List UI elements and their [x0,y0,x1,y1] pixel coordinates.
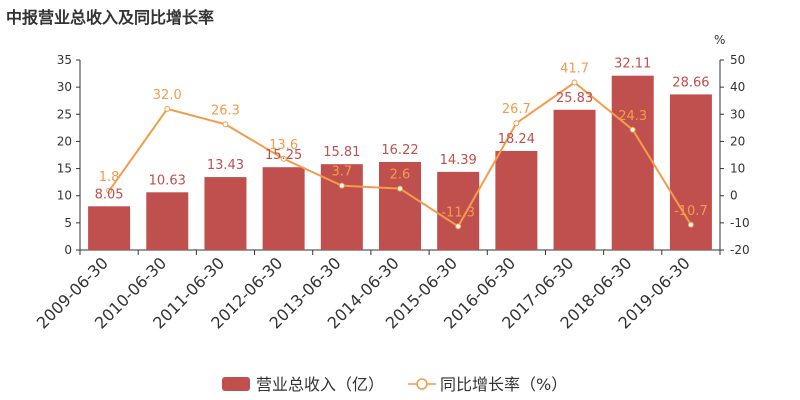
data-labels: 8.05 10.63 13.43 15.25 15.81 16.22 14.39 18.24 2… [95,57,710,221]
bar [88,206,131,250]
growth-point [338,182,345,189]
growth-point [280,155,287,162]
growth-point [106,187,113,194]
bar [437,171,480,250]
growth-value-label: 2.6 [390,168,411,183]
bar [379,161,421,250]
right-tick-label: 0 [730,189,738,203]
bar [495,150,538,250]
bar-value-label: 8.05 [95,187,124,202]
left-tick-label: 30 [57,80,72,94]
growth-value-label: 26.3 [211,103,240,118]
right-tick-label: 40 [730,80,745,94]
growth-value-label: 26.7 [502,102,531,117]
growth-point [571,79,578,86]
growth-point [629,126,636,133]
legend-bar-swatch [222,377,250,391]
left-tick-label: 0 [64,243,72,257]
chart-title: 中报营业总收入及同比增长率 [6,8,215,27]
line-series [106,79,694,230]
growth-value-label: -11.3 [441,205,475,220]
bar-value-label: 18.24 [498,132,535,147]
left-tick-label: 35 [57,53,72,67]
bar-value-label: 28.66 [672,75,709,90]
legend-line-marker [416,378,428,390]
growth-value-label: -10.7 [674,204,708,219]
bar [146,192,189,250]
growth-point [513,120,520,127]
growth-point [222,121,229,128]
left-tick-label: 20 [57,134,72,148]
left-tick-label: 15 [57,162,72,176]
bar [262,167,305,250]
legend-bar-label: 营业总收入（亿） [256,375,384,394]
growth-point [397,185,403,192]
growth-value-label: 13.6 [269,138,298,153]
growth-point [455,223,462,230]
growth-value-label: 3.7 [331,165,352,180]
right-tick-label: 50 [730,53,745,67]
bar-value-label: 15.81 [323,145,360,160]
bar-value-label: 25.83 [556,91,593,106]
right-tick-label: -20 [730,243,750,257]
left-tick-label: 10 [57,189,72,203]
legend: 营业总收入（亿） 同比增长率（%） [222,375,567,394]
growth-point [164,105,171,112]
growth-point [687,221,694,228]
bar-value-label: 13.43 [207,158,244,173]
right-tick-label: 20 [730,134,745,148]
bar-value-label: 32.11 [614,57,651,72]
bar [204,177,247,250]
growth-value-label: 24.3 [618,109,647,124]
bar-value-label: 16.22 [381,143,418,158]
legend-line-label: 同比增长率（%） [440,375,567,394]
left-tick-label: 5 [64,216,72,230]
bar-value-label: 15.25 [265,148,302,163]
bar-value-label: 14.39 [440,153,477,168]
right-tick-label: 10 [730,162,745,176]
bar [553,109,596,250]
growth-value-label: 1.8 [99,170,120,185]
growth-value-label: 41.7 [560,62,589,77]
bar-value-label: 10.63 [149,173,186,188]
left-tick-label: 25 [57,107,72,121]
bar [611,75,654,250]
right-axis-unit: % [714,33,725,47]
right-tick-label: -10 [730,216,750,230]
right-tick-label: 30 [730,107,745,121]
growth-value-label: 32.0 [153,88,182,103]
